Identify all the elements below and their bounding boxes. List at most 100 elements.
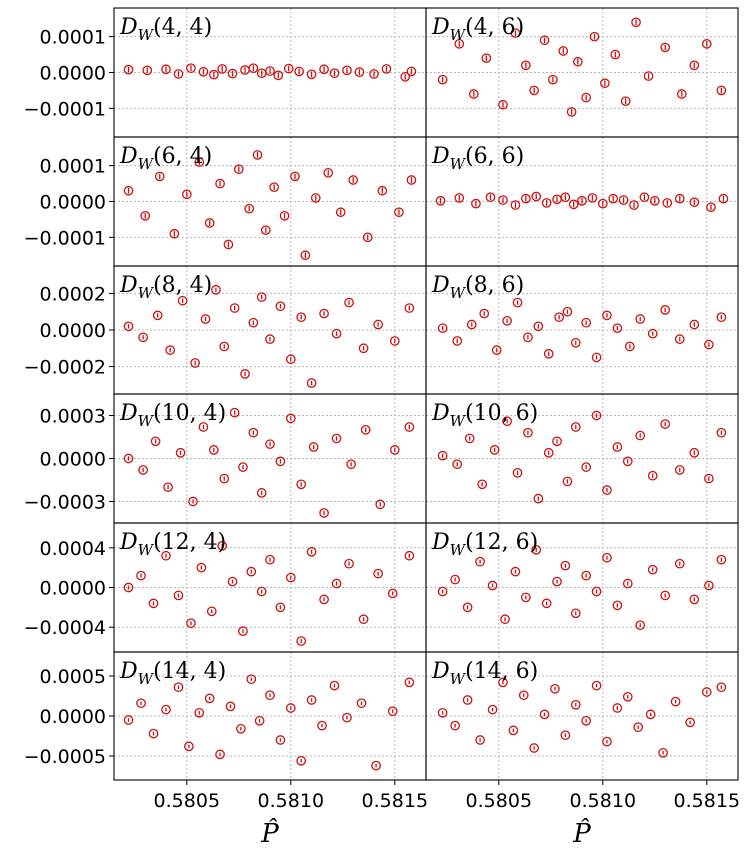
data-point (300, 250, 311, 261)
data-point (689, 197, 700, 208)
data-point (123, 582, 134, 593)
data-point (225, 701, 236, 712)
data-point (560, 730, 571, 741)
point-marker (587, 193, 598, 203)
data-point (161, 64, 171, 75)
point-marker (246, 674, 257, 685)
data-point (676, 89, 687, 99)
point-marker (240, 369, 250, 379)
data-point (140, 210, 151, 221)
point-marker (177, 295, 188, 306)
point-marker (591, 410, 602, 421)
data-point (389, 336, 400, 346)
data-point (689, 60, 700, 71)
panel-title: DW(12, 4) (119, 530, 226, 559)
data-point (674, 334, 685, 344)
point-marker (498, 677, 508, 688)
data-point (308, 442, 319, 452)
data-point (204, 218, 215, 228)
data-point (173, 682, 184, 693)
panel-dw-10-4: 0.0003 0.0000 −0.0003 DW(10, 4) (24, 393, 427, 524)
data-point (689, 447, 700, 458)
point-marker (591, 352, 602, 363)
data-point (454, 193, 465, 203)
point-marker (475, 735, 485, 745)
data-point (123, 453, 134, 464)
point-marker (248, 427, 259, 438)
point-marker (612, 442, 623, 452)
y-tick-label: 0.0000 (40, 320, 106, 342)
panel-title-base: D (431, 273, 450, 298)
data-point (471, 198, 481, 209)
data-point (123, 321, 134, 332)
data-point (285, 413, 296, 424)
data-point (256, 586, 267, 597)
point-marker (371, 760, 381, 771)
point-marker (533, 493, 544, 504)
point-marker (660, 42, 671, 53)
panel-title-base: D (119, 401, 138, 426)
point-marker (520, 193, 531, 204)
point-marker (138, 465, 148, 475)
data-point (371, 760, 381, 771)
point-marker (306, 546, 317, 557)
panel-title-base: D (119, 659, 138, 684)
point-marker (223, 239, 234, 250)
point-marker (123, 582, 134, 593)
point-marker (265, 66, 275, 76)
data-point (285, 572, 296, 583)
point-marker (342, 712, 352, 723)
point-marker (248, 317, 259, 328)
data-point (152, 310, 163, 321)
data-point (206, 606, 217, 617)
point-marker (649, 195, 660, 206)
panel-title-args: (14, 4) (153, 659, 226, 684)
data-point (198, 66, 209, 77)
panel-dw-14-4: 0.0005 0.0000 −0.0005 0.5805 0.5810 0.5815 DW(… (24, 651, 428, 812)
point-marker (543, 348, 554, 359)
data-point (543, 447, 554, 458)
data-point (701, 38, 712, 49)
panel-title-base: D (119, 15, 138, 40)
data-point (512, 467, 523, 478)
data-point (541, 598, 552, 609)
point-marker (188, 496, 198, 507)
data-point (498, 677, 508, 688)
data-point (645, 709, 656, 720)
data-point (572, 56, 583, 67)
point-marker (200, 314, 211, 324)
panel-title: DW(8, 4) (119, 273, 212, 302)
point-marker (285, 413, 296, 424)
data-point (437, 323, 448, 334)
data-point (123, 185, 134, 196)
data-point (531, 544, 542, 555)
data-point (369, 69, 379, 79)
x-tick-label: 0.5805 (154, 790, 220, 812)
data-point (533, 493, 544, 504)
data-point (647, 470, 658, 481)
point-marker (329, 68, 340, 79)
data-point (602, 552, 612, 563)
data-point (689, 319, 700, 330)
panel-title-subscript: W (138, 541, 155, 559)
point-marker (217, 64, 228, 74)
point-marker (689, 197, 700, 208)
y-tick-label: 0.0000 (40, 63, 106, 85)
data-point (294, 66, 304, 77)
data-point (649, 195, 660, 206)
point-marker (163, 482, 173, 493)
data-point (518, 690, 529, 701)
point-marker (568, 199, 579, 210)
data-point (285, 354, 296, 365)
data-point (283, 63, 294, 74)
panel-title-args: (8, 4) (153, 273, 212, 298)
point-marker (471, 198, 481, 209)
data-point (529, 85, 540, 96)
y-tick-label: 0.0001 (40, 27, 106, 49)
data-point (394, 207, 404, 218)
data-point (620, 96, 631, 107)
point-marker (148, 598, 159, 609)
data-point (531, 191, 542, 202)
point-marker (468, 89, 479, 99)
data-point (188, 496, 198, 507)
